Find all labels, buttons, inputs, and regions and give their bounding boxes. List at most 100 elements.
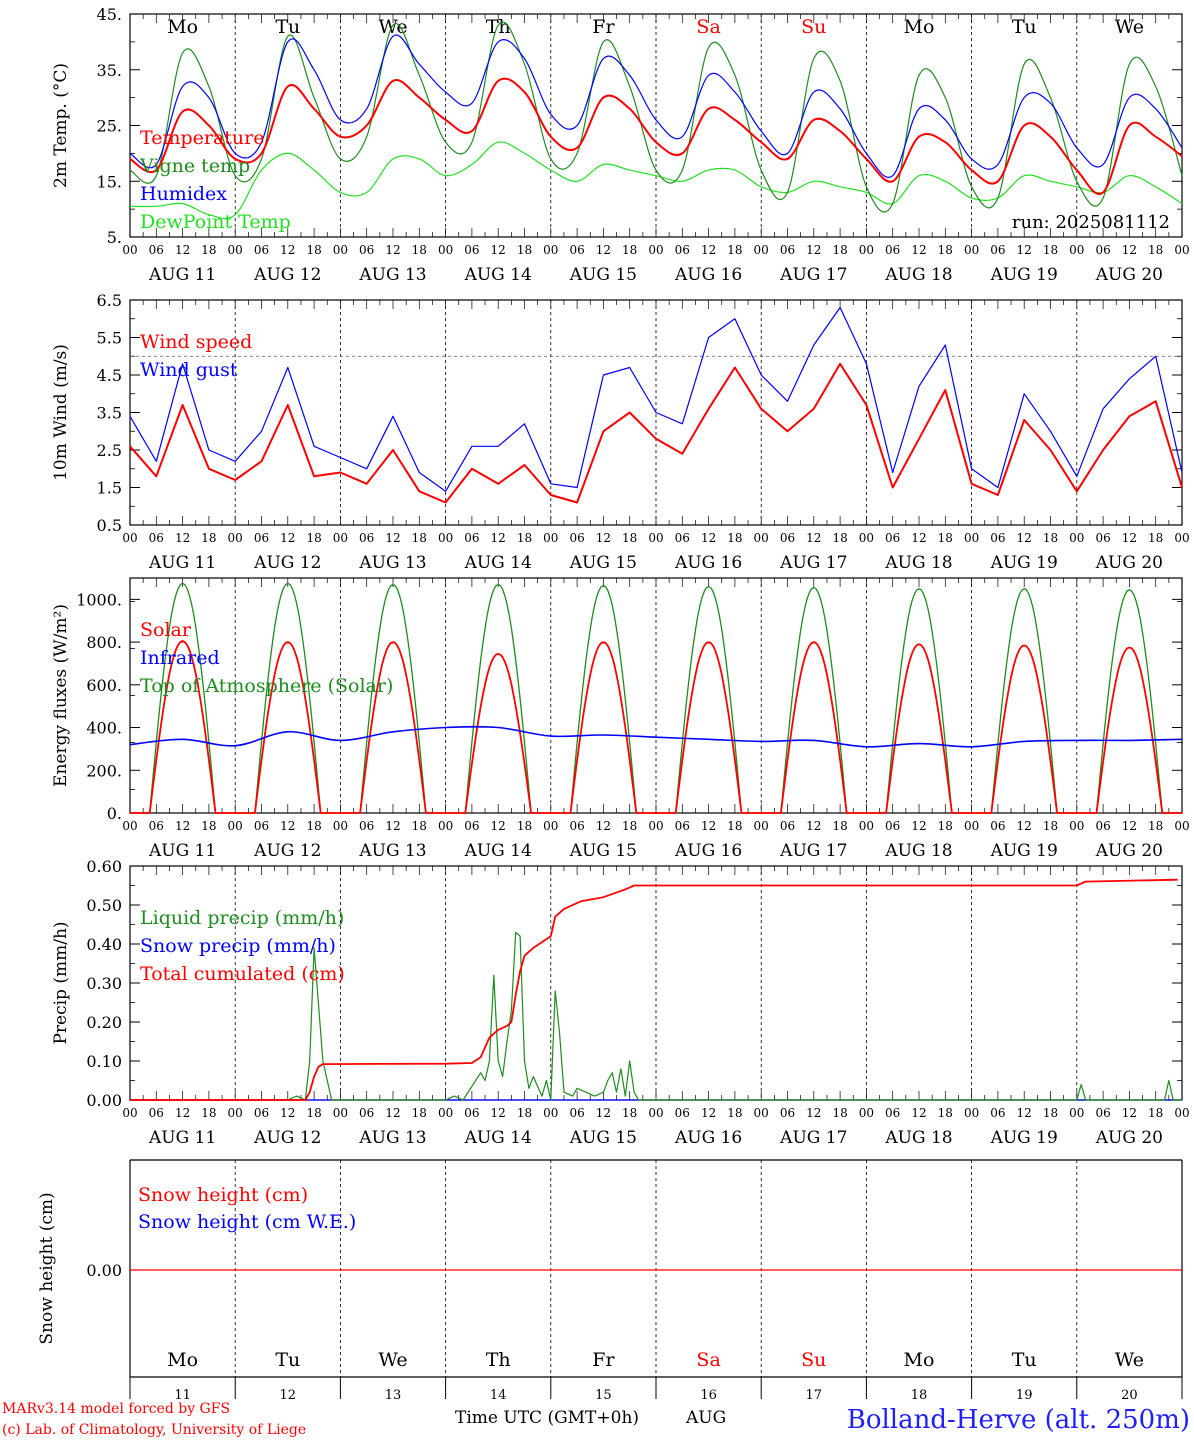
hour-tick-label: 18 xyxy=(727,531,742,545)
date-label: AUG 19 xyxy=(990,841,1058,861)
date-label: AUG 17 xyxy=(779,553,847,573)
hour-tick-label: 00 xyxy=(1069,819,1084,833)
hour-tick-label: 00 xyxy=(543,1106,558,1120)
y-tick-label: 200. xyxy=(86,761,122,780)
hour-tick-label: 18 xyxy=(938,531,953,545)
hour-tick-label: 06 xyxy=(569,819,584,833)
legend-entry: Snow height (cm) xyxy=(138,1184,308,1206)
legend-entry: Snow precip (mm/h) xyxy=(140,935,336,957)
hour-tick-label: 18 xyxy=(201,819,216,833)
date-label: AUG 17 xyxy=(779,265,847,285)
hour-tick-label: 00 xyxy=(1174,243,1189,257)
hour-tick-label: 12 xyxy=(596,1106,611,1120)
legend-entry: Liquid precip (mm/h) xyxy=(140,907,344,929)
hour-tick-label: 00 xyxy=(648,243,663,257)
hour-tick-label: 12 xyxy=(491,531,506,545)
hour-tick-label: 18 xyxy=(832,531,847,545)
day-number: 15 xyxy=(595,1388,612,1403)
y-axis-label: 10m Wind (m/s) xyxy=(51,344,71,481)
hour-tick-label: 00 xyxy=(1069,243,1084,257)
date-label: AUG 16 xyxy=(674,265,742,285)
hour-tick-label: 12 xyxy=(911,1106,926,1120)
hour-tick-label: 18 xyxy=(1043,1106,1058,1120)
hour-tick-label: 00 xyxy=(859,1106,874,1120)
weekday-label: Su xyxy=(801,1349,826,1371)
day-number: 13 xyxy=(385,1388,402,1403)
day-number: 12 xyxy=(280,1388,297,1403)
day-number: 18 xyxy=(911,1388,928,1403)
day-number: 17 xyxy=(806,1388,823,1403)
hour-tick-label: 06 xyxy=(885,819,900,833)
weekday-label: Mo xyxy=(904,16,935,38)
date-label: AUG 15 xyxy=(569,1128,637,1148)
date-label: AUG 12 xyxy=(253,1128,321,1148)
hour-tick-label: 06 xyxy=(359,243,374,257)
hour-tick-label: 00 xyxy=(754,1106,769,1120)
hour-tick-label: 12 xyxy=(175,819,190,833)
hour-tick-label: 12 xyxy=(596,531,611,545)
weekday-label: Mo xyxy=(167,1349,198,1371)
date-label: AUG 16 xyxy=(674,1128,742,1148)
hour-tick-label: 18 xyxy=(938,243,953,257)
hour-tick-label: 06 xyxy=(1095,531,1110,545)
date-label: AUG 12 xyxy=(253,553,321,573)
series-line xyxy=(129,21,1183,213)
hour-tick-label: 00 xyxy=(438,243,453,257)
hour-tick-label: 06 xyxy=(780,819,795,833)
hour-tick-label: 00 xyxy=(964,819,979,833)
hour-tick-label: 12 xyxy=(175,243,190,257)
y-tick-label: 1000. xyxy=(76,590,122,609)
hour-tick-label: 06 xyxy=(149,531,164,545)
hour-tick-label: 00 xyxy=(228,1106,243,1120)
hour-tick-label: 12 xyxy=(806,1106,821,1120)
hour-tick-label: 12 xyxy=(491,819,506,833)
date-label: AUG 20 xyxy=(1095,265,1163,285)
series-line xyxy=(129,725,1183,748)
hour-tick-label: 18 xyxy=(412,1106,427,1120)
hour-tick-label: 00 xyxy=(438,1106,453,1120)
legend-entry: Wind speed xyxy=(140,331,252,353)
weekday-label: Sa xyxy=(696,16,720,38)
hour-tick-label: 18 xyxy=(306,819,321,833)
hour-tick-label: 12 xyxy=(280,531,295,545)
weekday-label: We xyxy=(1115,1349,1144,1371)
weekday-label: Tu xyxy=(275,1349,300,1371)
series-line xyxy=(129,77,1183,195)
date-label: AUG 18 xyxy=(884,265,952,285)
hour-tick-label: 00 xyxy=(964,243,979,257)
hour-tick-label: 18 xyxy=(201,531,216,545)
y-tick-label: 0. xyxy=(107,804,122,823)
hour-tick-label: 06 xyxy=(569,531,584,545)
date-label: AUG 14 xyxy=(464,265,532,285)
date-label: AUG 12 xyxy=(253,265,321,285)
precip-panel: 0.00 0.10 0.20 0.30 0.40 0.50 0.60 Precip (mm/h… xyxy=(51,857,1190,1148)
hour-tick-label: 06 xyxy=(885,1106,900,1120)
hour-tick-label: 06 xyxy=(254,243,269,257)
hour-tick-label: 06 xyxy=(885,531,900,545)
weekday-label: We xyxy=(1115,16,1144,38)
date-label: AUG 15 xyxy=(569,553,637,573)
hour-tick-label: 00 xyxy=(859,819,874,833)
day-number: 11 xyxy=(174,1388,191,1403)
hour-tick-label: 18 xyxy=(622,531,637,545)
hour-tick-label: 06 xyxy=(780,243,795,257)
hour-tick-label: 06 xyxy=(569,243,584,257)
hour-tick-label: 18 xyxy=(306,243,321,257)
hour-tick-label: 12 xyxy=(385,531,400,545)
hour-tick-label: 06 xyxy=(675,819,690,833)
date-label: AUG 11 xyxy=(148,265,216,285)
date-label: AUG 13 xyxy=(358,1128,426,1148)
hour-tick-label: 18 xyxy=(1148,1106,1163,1120)
date-label: AUG 20 xyxy=(1095,841,1163,861)
hour-tick-label: 18 xyxy=(832,819,847,833)
hour-tick-label: 00 xyxy=(543,531,558,545)
hour-tick-label: 00 xyxy=(228,819,243,833)
hour-tick-label: 00 xyxy=(333,819,348,833)
hour-tick-label: 12 xyxy=(1017,819,1032,833)
hour-tick-label: 06 xyxy=(254,819,269,833)
hour-tick-label: 06 xyxy=(149,243,164,257)
hour-tick-label: 18 xyxy=(1043,531,1058,545)
time-axis-label: Time UTC (GMT+0h) xyxy=(455,1408,639,1428)
series-line xyxy=(130,931,1182,1101)
